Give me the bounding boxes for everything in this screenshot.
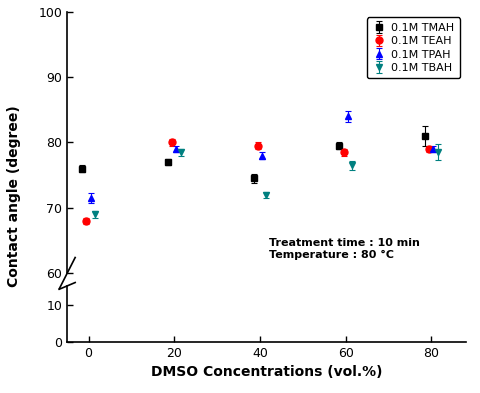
Legend: 0.1M TMAH, 0.1M TEAH, 0.1M TPAH, 0.1M TBAH: 0.1M TMAH, 0.1M TEAH, 0.1M TPAH, 0.1M TB… <box>367 17 460 79</box>
X-axis label: DMSO Concentrations (vol.%): DMSO Concentrations (vol.%) <box>151 365 382 379</box>
Text: Treatment time : 10 min
Temperature : 80 °C: Treatment time : 10 min Temperature : 80… <box>268 239 420 260</box>
Text: Contact angle (degree): Contact angle (degree) <box>7 106 22 287</box>
